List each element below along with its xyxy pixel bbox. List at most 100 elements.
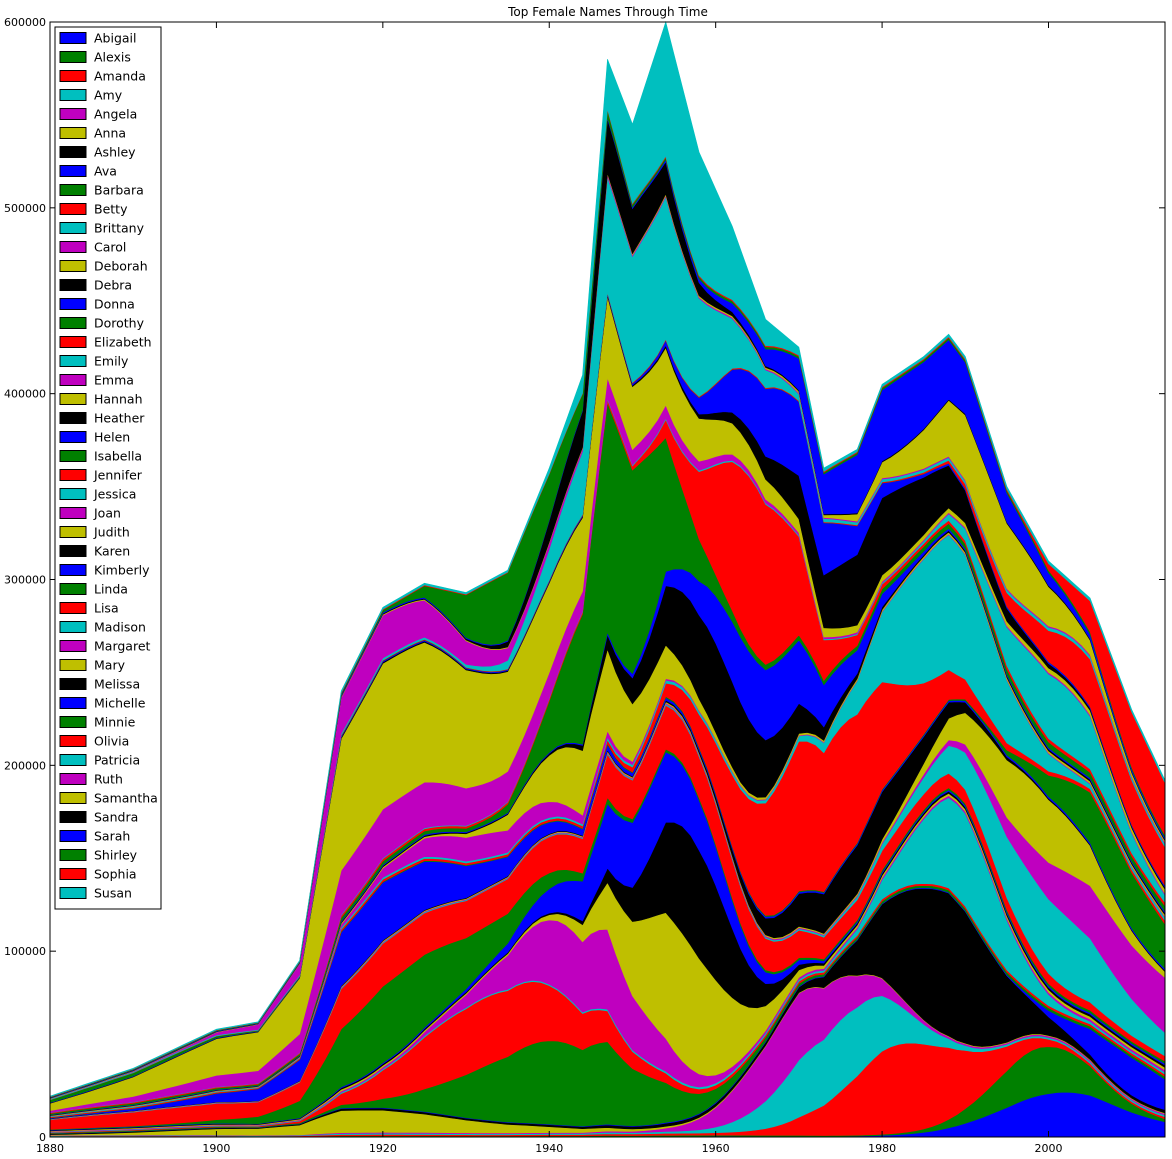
legend-swatch-olivia [59,735,87,747]
legend-swatch-brittany [59,222,87,234]
legend-swatch-amanda [59,70,87,82]
legend-label-sandra: Sandra [94,810,138,825]
legend-label-joan: Joan [93,506,121,521]
legend-label-jessica: Jessica [93,487,136,502]
legend-swatch-elizabeth [59,336,87,348]
legend-swatch-abigail [59,32,87,44]
legend-swatch-karen [59,545,87,557]
legend-swatch-barbara [59,184,87,196]
legend-label-anna: Anna [94,126,126,141]
y-tick-label-300000: 300000 [4,574,46,587]
legend-label-brittany: Brittany [94,221,145,236]
legend-swatch-donna [59,298,87,310]
legend-swatch-ruth [59,773,87,785]
stacked-areas [49,20,1166,1138]
y-tick-label-400000: 400000 [4,388,46,401]
legend-label-sophia: Sophia [94,867,137,882]
legend-label-karen: Karen [94,544,130,559]
y-tick-label-0: 0 [39,1131,46,1144]
legend-swatch-joan [59,507,87,519]
legend-label-amanda: Amanda [94,69,146,84]
legend-label-patricia: Patricia [94,753,140,768]
legend-label-hannah: Hannah [94,392,143,407]
legend-swatch-sarah [59,830,87,842]
legend-label-deborah: Deborah [94,259,148,274]
legend-label-betty: Betty [94,202,128,217]
x-tick-label-1960: 1960 [702,1142,730,1155]
legend-swatch-heather [59,412,87,424]
legend-label-ava: Ava [94,164,117,179]
legend-label-madison: Madison [94,620,146,635]
legend-swatch-susan [59,887,87,899]
x-axis: 1880 1900 1920 1940 1960 1980 2000 [36,22,1063,1155]
legend-label-melissa: Melissa [94,677,140,692]
legend-swatch-emily [59,355,87,367]
x-tick-label-2000: 2000 [1035,1142,1063,1155]
legend: Abigail Alexis Amanda Amy Angela Anna Ashley Av… [54,26,162,910]
legend-label-isabella: Isabella [94,449,142,464]
legend-label-olivia: Olivia [94,734,129,749]
legend-swatch-michelle [59,697,87,709]
legend-label-michelle: Michelle [94,696,146,711]
legend-swatch-margaret [59,640,87,652]
chart-title: Top Female Names Through Time [507,5,708,19]
legend-label-amy: Amy [94,88,123,103]
x-tick-label-1940: 1940 [535,1142,563,1155]
legend-label-kimberly: Kimberly [94,563,150,578]
y-tick-label-100000: 100000 [4,945,46,958]
legend-label-helen: Helen [94,430,130,445]
legend-swatch-mary [59,659,87,671]
legend-swatch-minnie [59,716,87,728]
legend-swatch-betty [59,203,87,215]
y-tick-label-500000: 500000 [4,202,46,215]
legend-swatch-patricia [59,754,87,766]
y-axis: 0 100000 200000 300000 400000 500000 600000 [4,16,1165,1144]
y-tick-label-600000: 600000 [4,16,46,29]
legend-swatch-ava [59,165,87,177]
legend-label-alexis: Alexis [94,50,131,65]
legend-swatch-sophia [59,868,87,880]
legend-label-heather: Heather [94,411,145,426]
legend-label-minnie: Minnie [94,715,136,730]
legend-swatch-carol [59,241,87,253]
legend-label-linda: Linda [94,582,128,597]
legend-swatch-lisa [59,602,87,614]
legend-swatch-hannah [59,393,87,405]
legend-swatch-judith [59,526,87,538]
legend-swatch-isabella [59,450,87,462]
y-tick-label-200000: 200000 [4,759,46,772]
legend-swatch-anna [59,127,87,139]
x-tick-label-1920: 1920 [369,1142,397,1155]
legend-label-angela: Angela [94,107,137,122]
legend-label-dorothy: Dorothy [94,316,145,331]
legend-swatch-jennifer [59,469,87,481]
legend-swatch-deborah [59,260,87,272]
legend-label-shirley: Shirley [94,848,138,863]
legend-label-lisa: Lisa [94,601,119,616]
legend-label-ashley: Ashley [94,145,136,160]
legend-swatch-samantha [59,792,87,804]
legend-swatch-helen [59,431,87,443]
legend-label-jennifer: Jennifer [93,468,143,483]
legend-label-carol: Carol [94,240,126,255]
legend-label-judith: Judith [93,525,130,540]
legend-swatch-melissa [59,678,87,690]
legend-swatch-madison [59,621,87,633]
legend-swatch-linda [59,583,87,595]
legend-label-margaret: Margaret [94,639,151,654]
legend-label-abigail: Abigail [94,31,137,46]
legend-swatch-debra [59,279,87,291]
legend-label-ruth: Ruth [94,772,123,787]
legend-label-sarah: Sarah [94,829,130,844]
legend-swatch-kimberly [59,564,87,576]
legend-swatch-amy [59,89,87,101]
legend-swatch-ashley [59,146,87,158]
legend-swatch-angela [59,108,87,120]
legend-swatch-emma [59,374,87,386]
legend-swatch-dorothy [59,317,87,329]
legend-swatch-shirley [59,849,87,861]
legend-label-susan: Susan [94,886,132,901]
legend-label-barbara: Barbara [94,183,144,198]
legend-swatch-alexis [59,51,87,63]
legend-label-debra: Debra [94,278,132,293]
